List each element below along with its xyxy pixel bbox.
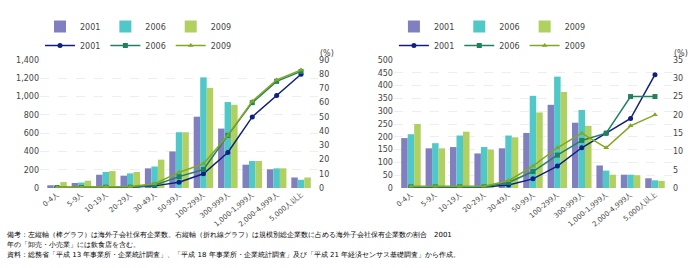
svg-text:(%): (%) [320, 49, 334, 58]
svg-text:150: 150 [378, 145, 393, 154]
svg-text:10: 10 [673, 147, 683, 156]
svg-text:450: 450 [378, 69, 393, 78]
svg-text:1,400: 1,400 [16, 56, 39, 65]
svg-text:10-19人: 10-19人 [83, 191, 109, 215]
svg-text:2001: 2001 [434, 23, 454, 32]
svg-text:5-9人: 5-9人 [66, 191, 85, 209]
svg-text:400: 400 [24, 147, 39, 156]
svg-text:2009: 2009 [565, 23, 585, 32]
svg-text:100: 100 [378, 158, 393, 167]
svg-text:2006: 2006 [499, 42, 519, 51]
svg-text:300-999人: 300-999人 [198, 191, 231, 220]
svg-text:2001: 2001 [80, 23, 100, 32]
svg-text:20: 20 [673, 111, 683, 120]
svg-text:30: 30 [319, 141, 329, 150]
svg-text:50-99人: 50-99人 [510, 191, 536, 215]
svg-text:20: 20 [319, 155, 329, 164]
svg-text:30-49人: 30-49人 [486, 191, 512, 215]
svg-text:800: 800 [24, 111, 39, 120]
svg-text:2,000-4,999人: 2,000-4,999人 [237, 191, 280, 229]
svg-text:400: 400 [378, 81, 393, 90]
svg-text:70: 70 [319, 84, 329, 93]
svg-text:5,000人以上: 5,000人以上 [268, 191, 305, 224]
svg-text:15: 15 [673, 129, 683, 138]
svg-text:0: 0 [673, 184, 678, 193]
svg-text:300: 300 [378, 107, 393, 116]
svg-text:40: 40 [319, 127, 329, 136]
svg-text:1,000-1,999人: 1,000-1,999人 [567, 191, 610, 229]
svg-text:0: 0 [319, 184, 324, 193]
svg-text:90: 90 [319, 56, 329, 65]
svg-text:200: 200 [378, 133, 393, 142]
svg-text:20-29人: 20-29人 [462, 191, 488, 215]
svg-text:10: 10 [319, 170, 329, 179]
svg-text:1,000: 1,000 [16, 92, 39, 101]
svg-text:2009: 2009 [565, 42, 585, 51]
svg-text:5,000人以上: 5,000人以上 [622, 191, 659, 224]
svg-text:30: 30 [673, 74, 683, 83]
svg-text:0: 0 [34, 184, 39, 193]
svg-text:2009: 2009 [211, 23, 231, 32]
svg-text:30-49人: 30-49人 [132, 191, 158, 215]
svg-text:0-4人: 0-4人 [41, 191, 60, 209]
svg-text:2009: 2009 [211, 42, 231, 51]
svg-text:35: 35 [673, 56, 683, 65]
svg-text:100-299人: 100-299人 [174, 191, 207, 220]
svg-text:資料：総務省「平成 13 年事業所・企業統計調査」、「平成: 資料：総務省「平成 13 年事業所・企業統計調査」、「平成 18 年事業所・企業… [7, 251, 460, 259]
svg-text:25: 25 [673, 92, 683, 101]
svg-text:0: 0 [388, 184, 393, 193]
svg-text:250: 250 [378, 120, 393, 129]
svg-text:10-19人: 10-19人 [437, 191, 463, 215]
svg-text:1,200: 1,200 [16, 74, 39, 83]
svg-text:2006: 2006 [499, 23, 519, 32]
svg-text:80: 80 [319, 70, 329, 79]
svg-text:2001: 2001 [434, 42, 454, 51]
svg-text:2006: 2006 [145, 23, 165, 32]
svg-text:20-29人: 20-29人 [108, 191, 134, 215]
svg-text:300-999人: 300-999人 [552, 191, 585, 220]
svg-text:200: 200 [24, 166, 39, 175]
svg-text:2,000-4,999人: 2,000-4,999人 [591, 191, 634, 229]
svg-text:2006: 2006 [145, 42, 165, 51]
svg-text:備考：左縦軸（棒グラフ）は海外子会社保有企業数。右縦軸（折れ: 備考：左縦軸（棒グラフ）は海外子会社保有企業数。右縦軸（折れ線グラフ）は規模別総… [7, 231, 452, 239]
svg-text:50-99人: 50-99人 [156, 191, 182, 215]
svg-text:2001: 2001 [80, 42, 100, 51]
svg-text:0-4人: 0-4人 [395, 191, 414, 209]
svg-text:600: 600 [24, 129, 39, 138]
svg-text:5: 5 [673, 166, 678, 175]
svg-text:50: 50 [319, 113, 329, 122]
svg-text:(%): (%) [674, 49, 688, 58]
svg-text:350: 350 [378, 94, 393, 103]
svg-text:60: 60 [319, 98, 329, 107]
svg-text:500: 500 [378, 56, 393, 65]
svg-text:100-299人: 100-299人 [528, 191, 561, 220]
svg-text:5-9人: 5-9人 [420, 191, 439, 209]
svg-text:1,000-1,999人: 1,000-1,999人 [213, 191, 256, 229]
svg-text:50: 50 [383, 171, 393, 180]
svg-text:年の「卸売・小売業」には飲食店を含む。: 年の「卸売・小売業」には飲食店を含む。 [7, 241, 140, 249]
